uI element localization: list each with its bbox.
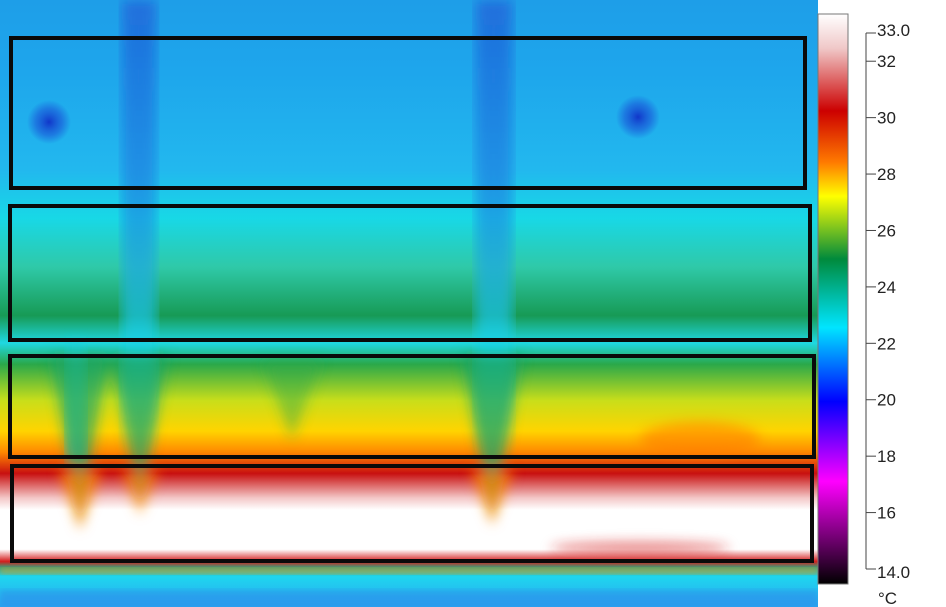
scale-tick-label: 22: [877, 334, 896, 353]
scale-max-label: 33.0: [877, 21, 910, 40]
scale-tick-label: 20: [877, 391, 896, 410]
measurement-box-band-4: [10, 464, 814, 563]
scale-unit-label: °C: [878, 589, 897, 607]
scale-tick-label: 16: [877, 504, 896, 523]
scale-tick-label: 26: [877, 221, 896, 240]
scale-tick-label: 18: [877, 447, 896, 466]
measurement-box-band-2: [8, 204, 812, 342]
color-scale-axis: 33.0 32 30 28 26 24 22 20 18 16 14.0 °C: [865, 21, 910, 607]
measurement-regions: [8, 36, 816, 563]
scale-tick-label: 28: [877, 165, 896, 184]
scale-tick-label: 24: [877, 278, 896, 297]
color-scale-bar: [817, 13, 849, 585]
scale-tick-label: 30: [877, 109, 896, 128]
scale-tick-label: 32: [877, 52, 896, 71]
cool-dips: [50, 355, 522, 530]
cold-spot: [27, 100, 71, 144]
scale-min-label: 14.0: [877, 563, 910, 582]
thermal-scene: [0, 0, 818, 607]
measurement-box-band-1: [9, 36, 807, 190]
cold-spot: [616, 95, 660, 139]
measurement-box-band-3: [8, 354, 816, 459]
